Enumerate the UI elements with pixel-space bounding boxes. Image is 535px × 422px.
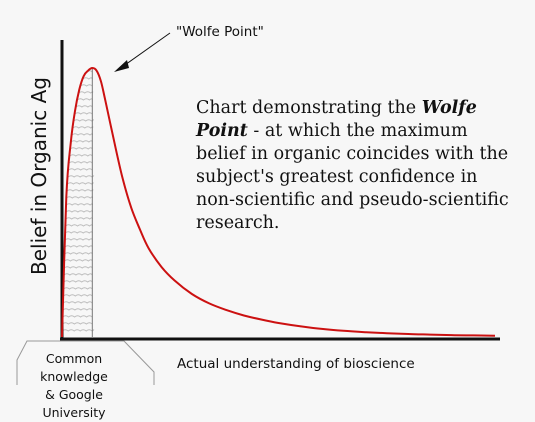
- hatch-wave: [67, 182, 94, 185]
- hatch-wave: [74, 112, 93, 115]
- hatch-wave: [65, 210, 93, 213]
- hatch-wave: [64, 238, 93, 241]
- hatch-wave: [65, 196, 94, 199]
- hatch-wave: [68, 161, 93, 164]
- y-axis-label: Belief in Organic Ag: [27, 77, 51, 275]
- hatch-wave: [75, 105, 93, 108]
- series-curve: [61, 66, 496, 338]
- region-label-box: [16, 340, 155, 385]
- hatch-wave: [72, 126, 94, 129]
- hatch-wave: [62, 294, 93, 297]
- annotation-text: Chart demonstrating the Wolfe Point - at…: [196, 97, 516, 235]
- hatch-wave: [62, 322, 93, 325]
- hatch-wave: [80, 84, 93, 87]
- hatch-wave: [64, 245, 93, 248]
- hatch-wave: [64, 259, 93, 262]
- hatch-wave: [65, 224, 93, 227]
- hatch-wave: [63, 287, 93, 290]
- hatch-wave: [69, 147, 93, 150]
- hatch-wave: [77, 98, 93, 101]
- annotation-suffix: - at which the maximum belief in organic…: [196, 121, 509, 233]
- x-axis-label: Actual understanding of bioscience: [177, 356, 415, 372]
- hatch-wave: [62, 308, 93, 311]
- hatch-wave: [61, 329, 95, 332]
- hatch-wave: [69, 154, 93, 157]
- hatch-wave: [82, 77, 93, 80]
- hatch-wave: [64, 252, 93, 255]
- hatch-wave: [63, 273, 93, 276]
- region-label-line1: Common knowledge: [40, 351, 108, 384]
- region-label-line2: & Google University: [42, 387, 106, 420]
- hatch-wave: [63, 280, 93, 283]
- hatch-wave: [68, 168, 93, 171]
- hatch-wave: [70, 140, 93, 143]
- hatch-wave: [78, 91, 94, 94]
- hatch-wave: [65, 217, 93, 220]
- hatch-wave: [66, 189, 94, 192]
- hatch-wave: [71, 133, 93, 136]
- peak-label: "Wolfe Point": [176, 24, 264, 40]
- region-label: Common knowledge & Google University: [18, 350, 130, 422]
- annotation-emphasis: Wolfe Point: [196, 98, 477, 141]
- peak-arrow: [114, 32, 171, 72]
- hatch-wave: [67, 175, 95, 178]
- hatch-wave: [73, 119, 94, 122]
- hatch-wave: [62, 315, 93, 318]
- hatch-wave: [64, 231, 93, 234]
- hatch-wave: [62, 301, 93, 304]
- chart-svg: Belief in Organic Ag: [16, 32, 500, 385]
- annotation-prefix: Chart demonstrating the: [196, 98, 422, 118]
- chart-canvas: Belief in Organic Ag "Wolfe Point" Chart…: [16, 24, 516, 420]
- hatch-wave: [65, 203, 93, 206]
- hatch-wave: [63, 266, 93, 269]
